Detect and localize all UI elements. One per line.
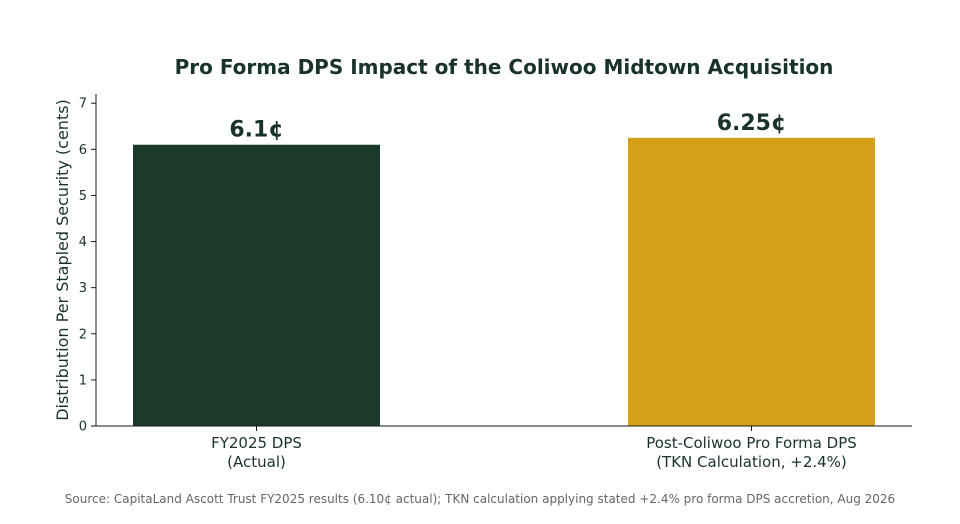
- x-tick-label-line: Post-Coliwoo Pro Forma DPS: [646, 434, 857, 452]
- bars-layer: [133, 137, 875, 427]
- x-tick-label-2: Post-Coliwoo Pro Forma DPS (TKN Calculati…: [646, 434, 857, 471]
- chart-title: Pro Forma DPS Impact of the Coliwoo Midt…: [175, 55, 834, 79]
- y-axis-label: Distribution Per Stapled Security (cents…: [53, 99, 72, 421]
- x-tick-label-1: FY2025 DPS (Actual): [211, 434, 302, 471]
- y-tick-label: 6: [79, 143, 87, 158]
- x-tick-label-line: (Actual): [227, 453, 286, 471]
- y-tick-label: 5: [79, 189, 87, 204]
- data-labels-layer: 6.1¢ 6.25¢: [229, 111, 786, 143]
- bar-1: [133, 144, 380, 426]
- x-tick-label-line: FY2025 DPS: [211, 434, 302, 452]
- y-tick-label: 2: [79, 327, 87, 342]
- y-axis: 0 1 2 3 4 5 6 7: [79, 94, 97, 435]
- y-tick-label: 7: [79, 97, 87, 112]
- y-tick-label: 0: [79, 420, 87, 435]
- bar-2: [628, 137, 875, 427]
- x-axis: FY2025 DPS (Actual) Post-Coliwoo Pro Forma…: [96, 425, 912, 471]
- y-tick-label: 4: [79, 235, 87, 250]
- source-note: Source: CapitaLand Ascott Trust FY2025 r…: [64, 492, 896, 506]
- x-tick-label-line: (TKN Calculation, +2.4%): [656, 453, 847, 471]
- bar-value-label-2: 6.25¢: [717, 111, 787, 136]
- bar-value-label-1: 6.1¢: [229, 118, 283, 143]
- y-tick-label: 1: [79, 373, 87, 388]
- y-tick-label: 3: [79, 281, 87, 296]
